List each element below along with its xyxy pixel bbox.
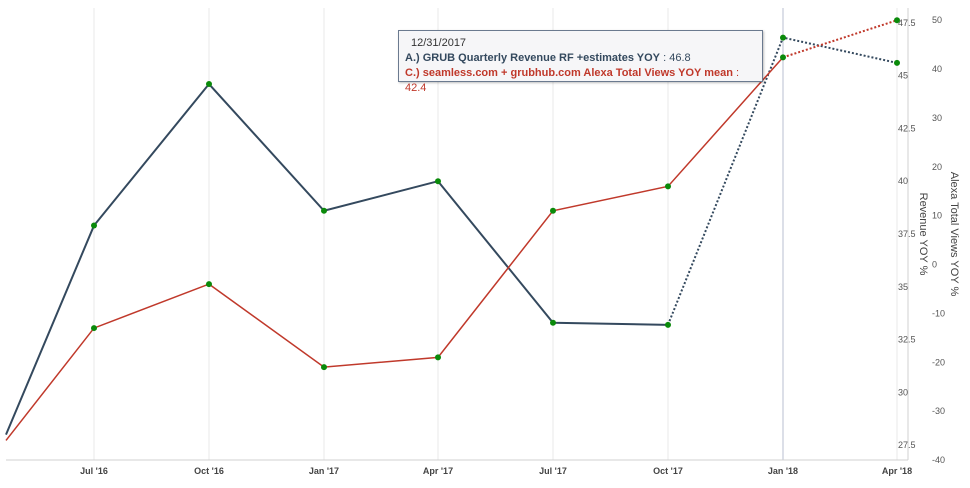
series-a-point[interactable] [206, 81, 212, 88]
series-c-point[interactable] [665, 183, 671, 190]
tooltip-series-c-label: C.) seamless.com + grubhub.com Alexa Tot… [405, 67, 733, 79]
x-tick: Jan '18 [768, 466, 798, 476]
x-tick: Oct '17 [653, 466, 683, 476]
tooltip-series-a: A.) GRUB Quarterly Revenue RF +estimates… [405, 51, 756, 66]
tooltip-series-a-label: A.) GRUB Quarterly Revenue RF +estimates… [405, 52, 661, 64]
series-a-point[interactable] [780, 34, 786, 41]
series-c-point[interactable] [894, 17, 900, 24]
series-c-point[interactable] [91, 325, 97, 332]
tooltip-series-c-value: : 42.4 [405, 67, 740, 94]
y-left-tick: 47.5 [898, 18, 916, 28]
series-a-point[interactable] [321, 207, 327, 214]
y-right-tick: -20 [932, 357, 945, 367]
y-right-tick: 0 [932, 260, 937, 270]
y-right-tick: 40 [932, 64, 942, 74]
y-right-tick: 10 [932, 211, 942, 221]
x-tick: Jul '17 [539, 466, 567, 476]
tooltip-series-c: C.) seamless.com + grubhub.com Alexa Tot… [405, 66, 756, 96]
y-left-tick: 32.5 [898, 335, 916, 345]
y-right-tick: -40 [932, 455, 945, 465]
series-a-point[interactable] [550, 319, 556, 326]
left-axis-ticks: 27.5 30 32.5 35 37.5 40 42.5 45 47.5 [898, 18, 916, 450]
x-tick: Apr '18 [882, 466, 912, 476]
series-a-point[interactable] [435, 178, 441, 185]
tooltip-date: 12/31/2017 [411, 37, 467, 49]
y-left-tick: 40 [898, 176, 908, 186]
x-tick: Jan '17 [309, 466, 339, 476]
tooltip-series-a-value: : 46.8 [663, 52, 691, 64]
y-right-tick: 50 [932, 15, 942, 25]
y-left-tick: 30 [898, 387, 908, 397]
x-tick: Oct '16 [194, 466, 224, 476]
y-left-tick: 37.5 [898, 229, 916, 239]
y-right-label: Alexa Total Views YOY % [948, 172, 960, 297]
y-right-tick: -10 [932, 308, 945, 318]
chart-tooltip: 12/31/2017 A.) GRUB Quarterly Revenue RF… [398, 30, 763, 94]
series-layer [5, 17, 900, 441]
series-a-point[interactable] [665, 321, 671, 328]
y-left-tick: 27.5 [898, 440, 916, 450]
y-left-tick: 35 [898, 282, 908, 292]
series-c-estimate-line [782, 19, 898, 59]
right-axis-ticks: -40 -30 -20 -10 0 10 20 30 40 50 [932, 15, 945, 465]
y-right-tick: 20 [932, 162, 942, 172]
y-right-tick: 30 [932, 113, 942, 123]
series-c-point[interactable] [780, 54, 786, 61]
x-tick: Jul '16 [80, 466, 108, 476]
y-left-tick: 42.5 [898, 123, 916, 133]
x-tick: Apr '17 [423, 466, 453, 476]
y-left-label: Revenue YOY % [917, 193, 929, 276]
series-a-point[interactable] [894, 59, 900, 66]
series-c-line [5, 56, 784, 441]
y-right-tick: -30 [932, 406, 945, 416]
series-c-point[interactable] [435, 354, 441, 361]
y-left-tick: 45 [898, 71, 908, 81]
series-a-point[interactable] [91, 222, 97, 229]
x-axis-ticks: Jul '16 Oct '16 Jan '17 Apr '17 Jul '17 Oct '… [80, 466, 912, 476]
series-c-point[interactable] [550, 207, 556, 214]
series-a-line [5, 82, 669, 436]
series-c-point[interactable] [206, 281, 212, 288]
series-c-point[interactable] [321, 364, 327, 371]
